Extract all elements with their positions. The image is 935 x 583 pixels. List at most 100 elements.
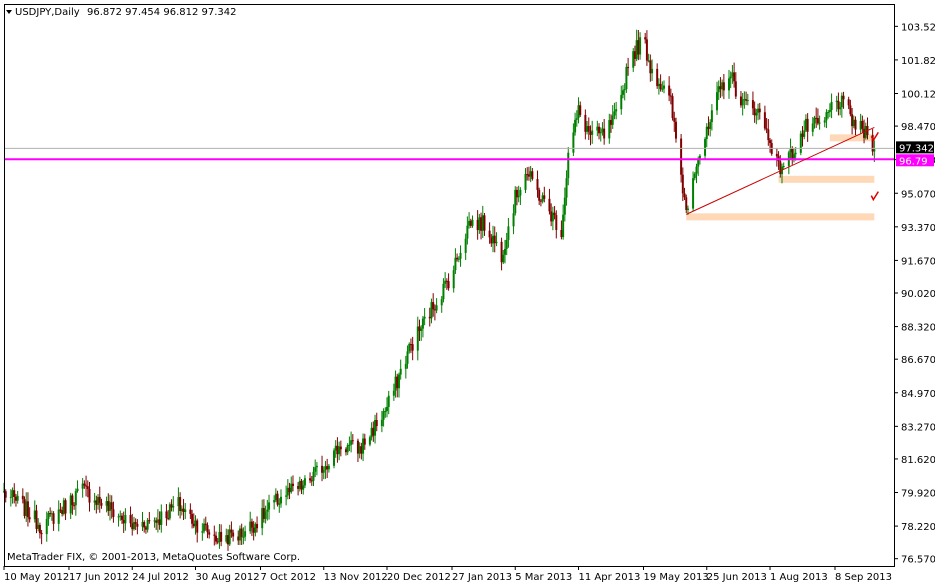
candle-bull [298, 480, 301, 489]
candle-bear [38, 524, 41, 534]
candle-bull [25, 501, 28, 516]
candle-bull [565, 178, 568, 198]
trendline[interactable] [686, 127, 875, 215]
symbol-menu-icon[interactable] [6, 10, 12, 14]
level-price-label: 96.79 [899, 156, 928, 167]
candle-bull [392, 390, 395, 396]
candle-bear [167, 518, 170, 520]
candle-bull [50, 513, 53, 515]
candle-bear [291, 483, 294, 486]
candle-bull [468, 220, 471, 226]
support-zone[interactable] [778, 175, 875, 183]
candle-bull [266, 509, 269, 512]
candle-bull [457, 258, 460, 260]
candle-bull [124, 515, 127, 524]
candle-bull [346, 445, 349, 453]
candle-bull [338, 446, 341, 455]
candle-bull [280, 496, 282, 504]
candle-bear [208, 532, 211, 535]
candle-bear [134, 522, 137, 524]
candle-bull [454, 257, 457, 271]
candle-bear [23, 499, 26, 516]
y-tick-label: 95.070 [901, 189, 935, 200]
candle-bull [37, 524, 40, 529]
candle-bull [382, 411, 385, 420]
candle-bear [656, 68, 659, 87]
y-tick-label: 90.020 [901, 289, 935, 300]
level-price-label-bg [896, 154, 934, 167]
candle-bear [309, 478, 312, 481]
candle-bull [278, 503, 281, 505]
candle-bull [440, 299, 443, 306]
candle-bull [430, 302, 433, 319]
y-tick-label: 78.220 [901, 522, 935, 533]
x-tick-label: 30 Aug 2012 [196, 572, 260, 583]
current-price-label: 97.342 [899, 143, 934, 154]
candle-bear [52, 513, 55, 524]
candle-bull [502, 254, 505, 263]
candle-bull [613, 111, 616, 116]
candle-bull [194, 520, 197, 527]
candle-bear [493, 235, 496, 244]
candle-bull [303, 478, 306, 486]
candle-bear [396, 376, 399, 389]
candle-bear [71, 495, 74, 506]
candle-bear [722, 82, 725, 91]
candle-bull [505, 239, 508, 249]
candle-bull [81, 483, 84, 489]
x-tick-label: 8 Sep 2013 [835, 572, 892, 583]
candle-bear [143, 522, 146, 528]
candle-bull [698, 155, 701, 160]
candle-bull [692, 178, 695, 209]
candle-bear [189, 509, 192, 515]
candle-bull [119, 515, 122, 517]
candle-bull [755, 112, 758, 116]
candle-bull [757, 108, 760, 113]
candle-bull [519, 189, 522, 196]
candle-bull [93, 500, 96, 503]
candle-bear [733, 72, 736, 82]
candle-bear [779, 161, 782, 175]
candle-bull [370, 427, 373, 438]
y-tick-label: 101.820 [901, 56, 935, 67]
candle-bull [635, 40, 638, 59]
candle-bear [500, 241, 503, 263]
candle-bull [466, 225, 469, 239]
support-zone[interactable] [686, 213, 875, 221]
candles [3, 29, 876, 551]
candle-bull [782, 165, 785, 167]
candle-bear [649, 60, 652, 74]
candle-bear [288, 487, 291, 493]
candle-bear [673, 118, 676, 122]
candle-bull [729, 76, 732, 79]
time-axis: 10 May 2012 17 Jun 2012 24 Jul 2012 30 Aug … [3, 566, 892, 583]
candle-bull [827, 111, 830, 113]
x-tick-label: 5 Mar 2013 [515, 572, 572, 583]
candle-bear [806, 118, 809, 132]
candle-bear [28, 517, 31, 520]
candle-bear [669, 95, 672, 97]
candle-bear [220, 531, 223, 542]
candle-bear [488, 230, 491, 238]
x-tick-label: 11 Apr 2013 [579, 572, 641, 583]
candle-bear [356, 440, 359, 454]
candle-bull [741, 99, 744, 106]
candle-bull [153, 520, 156, 522]
candle-bull [840, 95, 843, 108]
x-tick-label: 10 May 2012 [4, 572, 69, 583]
candle-bull [721, 82, 724, 90]
candle-bull [507, 226, 510, 240]
candle-bear [515, 189, 518, 198]
candle-bull [203, 523, 206, 532]
candle-bull [254, 523, 257, 533]
candle-bear [131, 523, 134, 530]
candle-bull [264, 511, 267, 519]
candle-bear [204, 523, 207, 526]
candle-bear [469, 220, 472, 226]
check-marks [870, 131, 879, 202]
candle-bull [228, 529, 231, 545]
candle-bear [321, 465, 324, 473]
candle-bear [73, 505, 76, 507]
candle-bull [238, 528, 241, 541]
candle-bull [873, 149, 876, 152]
